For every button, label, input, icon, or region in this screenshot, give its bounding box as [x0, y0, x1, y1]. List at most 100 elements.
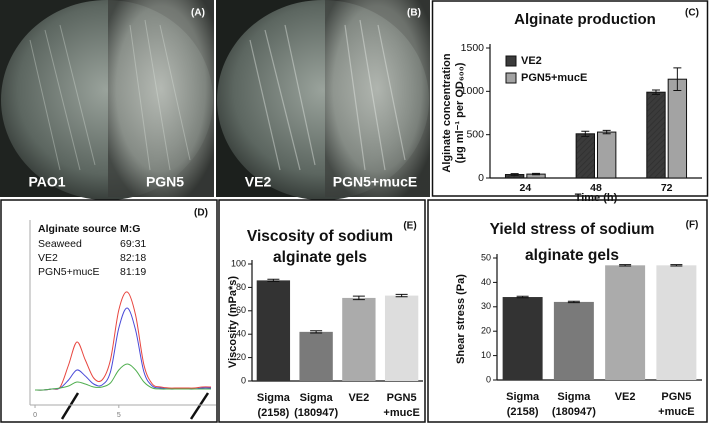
x-tick-label: Sigma (2158) — [257, 392, 291, 419]
x-tick-label-line: VE2 — [348, 392, 369, 404]
bar — [256, 280, 291, 381]
table-cell: Seaweed — [38, 238, 82, 250]
bar — [384, 295, 419, 381]
trace — [35, 291, 211, 391]
chart-title-line: Yield stress of sodium — [490, 221, 655, 238]
table-header: Alginate source — [38, 223, 117, 235]
y-axis-label-line: Alginate concentration — [441, 53, 453, 172]
error-bar — [673, 67, 682, 91]
x-tick-label-line: Sigma — [300, 392, 334, 404]
error-bar — [581, 130, 590, 137]
error-bar — [567, 300, 580, 304]
x-tick-label: Sigma (180947) — [552, 391, 596, 418]
x-tick-label: 5 — [117, 412, 121, 419]
chart-title: Yield stress of sodium alginate gels — [490, 221, 655, 264]
x-tick-label: PGN5 +mucE — [383, 392, 419, 419]
panel-letter: (B) — [407, 8, 421, 19]
chart-title-line: alginate gels — [273, 249, 367, 266]
photo-label: PGN5+mucE — [333, 174, 417, 190]
x-tick-label-line: (180947) — [552, 406, 596, 418]
x-tick-label: 0 — [33, 412, 37, 419]
legend-label: PGN5+mucE — [521, 72, 587, 84]
trace — [35, 363, 211, 391]
chart-title: Alginate production — [514, 11, 656, 28]
bar — [656, 265, 697, 380]
bar — [597, 131, 617, 179]
chart-title-line: Viscosity of sodium — [247, 228, 393, 245]
panel-letter: (D) — [194, 208, 208, 219]
bar — [502, 297, 543, 380]
bar — [299, 331, 333, 381]
error-bar — [352, 295, 365, 301]
table-header: M:G — [120, 223, 140, 235]
chart-title-line: alginate gels — [525, 247, 619, 264]
y-tick-label: 0 — [241, 375, 246, 385]
x-tick-label: 72 — [661, 182, 673, 194]
legend-swatch — [505, 72, 517, 84]
y-tick-label: 0 — [486, 374, 491, 384]
y-tick-label: 100 — [231, 258, 246, 268]
bar-hatch — [505, 174, 524, 178]
y-tick-label: 80 — [236, 282, 246, 292]
x-tick-label-line: (180947) — [294, 407, 338, 419]
x-tick-label-line: (2158) — [257, 407, 289, 419]
photo-label: VE2 — [245, 174, 272, 190]
y-axis-label: Alginate concentration(μg ml⁻¹ per OD₆₀₀… — [441, 53, 466, 172]
source-table: Alginate source M:G Seaweed 69:31 VE2 82… — [38, 223, 146, 278]
table-cell: 81:19 — [120, 266, 146, 278]
y-axis-label: Shear stress (Pa) — [455, 274, 467, 364]
x-tick-label: 24 — [519, 182, 531, 194]
x-tick-label: Sigma (2158) — [506, 391, 540, 418]
x-tick-label: 48 — [590, 182, 602, 194]
y-tick-label: 20 — [236, 352, 246, 362]
break-marks — [60, 392, 210, 420]
error-bar — [267, 278, 280, 283]
y-tick-label: 40 — [236, 329, 246, 339]
trace — [35, 307, 211, 391]
y-tick-label: 20 — [481, 326, 491, 336]
table-cell: 69:31 — [120, 238, 146, 250]
error-bar — [532, 172, 541, 176]
y-tick-label: 1500 — [461, 42, 485, 54]
x-tick-label-line: VE2 — [615, 391, 636, 403]
error-bar — [619, 264, 632, 267]
y-axis-label-line: (μg ml⁻¹ per OD₆₀₀) — [454, 62, 466, 163]
x-tick-label-line: +mucE — [383, 407, 419, 419]
y-tick-label: 0 — [478, 172, 484, 184]
y-axis-label: Viscosity (mPa*s) — [227, 276, 239, 368]
error-bar — [395, 293, 408, 298]
legend-label: VE2 — [521, 55, 542, 67]
photo-labels: PAO1 PGN5 (A) VE2 PGN5+mucE (B) — [28, 8, 420, 190]
photo-label: PAO1 — [28, 174, 65, 190]
y-tick-label: 30 — [481, 301, 491, 311]
bar — [553, 301, 594, 380]
chart-title: Viscosity of sodium alginate gels — [247, 228, 393, 266]
bar-hatch — [576, 133, 595, 178]
y-tick-label: 10 — [481, 350, 491, 360]
bar — [605, 265, 646, 380]
x-tick-label-line: Sigma — [557, 391, 591, 403]
panel-letter: (A) — [191, 8, 205, 19]
x-tick-label: VE2 — [615, 391, 636, 403]
error-bar — [651, 89, 660, 95]
x-tick-label-line: PGN5 — [661, 391, 691, 403]
y-tick-label: 40 — [481, 277, 491, 287]
error-bar — [310, 330, 323, 334]
table-cell: VE2 — [38, 252, 58, 264]
bar — [667, 78, 688, 179]
x-tick-label: PGN5 +mucE — [658, 391, 694, 418]
panel-letter: (C) — [685, 8, 699, 19]
y-tick-label: 60 — [236, 305, 246, 315]
x-tick-label-line: Sigma — [506, 391, 540, 403]
x-tick-label: VE2 — [348, 392, 369, 404]
photo-label: PGN5 — [146, 174, 184, 190]
x-tick-label-line: +mucE — [658, 406, 694, 418]
table-cell: PGN5+mucE — [38, 266, 100, 278]
bar-hatch — [646, 92, 666, 178]
panel-letter: (E) — [403, 221, 416, 232]
panel-letter: (F) — [686, 220, 699, 231]
legend-swatch — [505, 55, 517, 67]
